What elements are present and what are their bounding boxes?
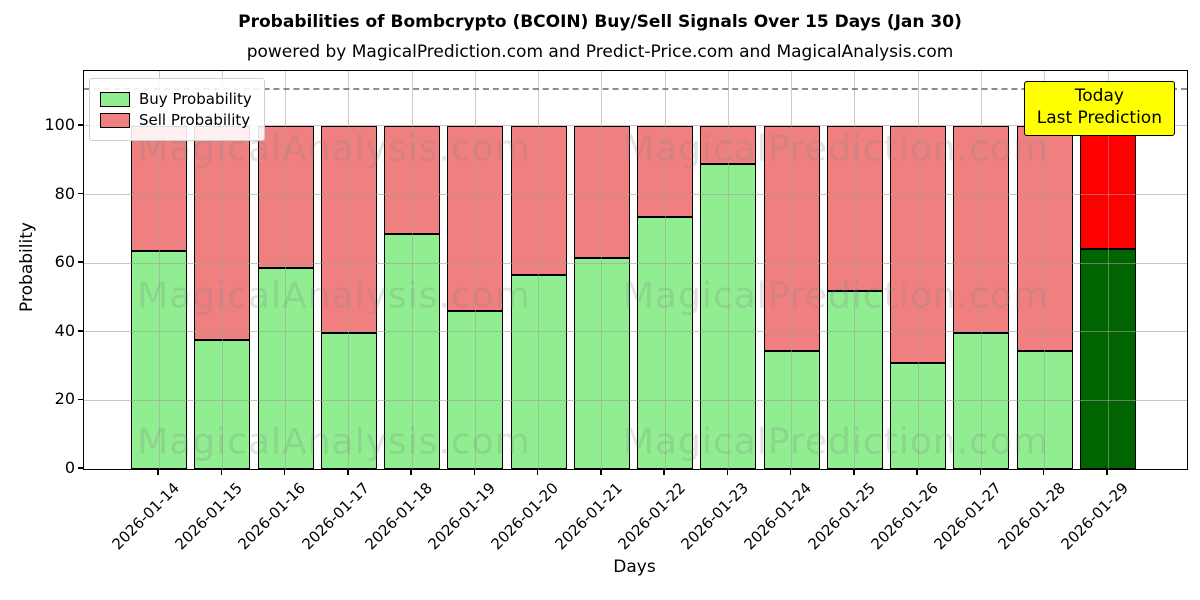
chart-subtitle: powered by MagicalPrediction.com and Pre…: [246, 42, 954, 62]
vertical-gridline: [854, 71, 856, 469]
x-tickmark: [473, 469, 476, 475]
watermark-prediction: MagicalPrediction.com: [623, 421, 1049, 463]
y-tick-label: 40: [54, 320, 75, 340]
y-tick-label: 80: [54, 183, 75, 203]
x-tickmark: [789, 469, 792, 475]
x-tick-label-text: 2026-01-19: [424, 479, 500, 554]
x-tick-label-text: 2026-01-21: [551, 479, 626, 554]
sell-probability-swatch: [100, 112, 130, 128]
x-tickmark: [663, 469, 665, 475]
x-tick-label-text: 2026-01-25: [804, 479, 879, 554]
x-tick-label-text: 2026-01-16: [234, 479, 310, 554]
y-tickmark: [78, 330, 83, 332]
x-tick-label-text: 2026-01-29: [1057, 479, 1132, 554]
watermark-prediction: MagicalPrediction.com: [623, 275, 1049, 317]
vertical-gridline: [474, 71, 476, 469]
vertical-gridline: [538, 71, 540, 469]
x-tickmark: [916, 469, 918, 475]
chart-title: Probabilities of Bombcrypto (BCOIN) Buy/…: [238, 12, 962, 32]
y-tickmark: [78, 398, 83, 401]
vertical-gridline: [727, 71, 729, 469]
watermark-prediction: MagicalPrediction.com: [623, 128, 1049, 170]
y-tick-label: 100: [44, 114, 75, 134]
x-tickmark: [220, 469, 223, 475]
vertical-gridline: [980, 71, 982, 469]
vertical-gridline: [348, 71, 350, 469]
x-tickmark: [600, 469, 602, 475]
legend-label-buy: Buy Probability: [139, 90, 252, 108]
x-tick-label-text: 2026-01-23: [677, 479, 753, 554]
x-tickmark: [157, 469, 159, 475]
watermark-analysis: MagicalAnalysis.com: [137, 275, 531, 317]
x-tick-label-text: 2026-01-17: [298, 479, 373, 554]
horizontal-gridline: [84, 262, 1187, 264]
y-tick-label: 60: [54, 252, 75, 272]
vertical-gridline: [917, 71, 919, 469]
x-tickmark: [536, 469, 539, 475]
x-axis-label: Days: [613, 557, 656, 577]
vertical-gridline: [285, 71, 287, 469]
buy-probability-swatch: [100, 91, 130, 107]
vertical-gridline: [791, 71, 793, 469]
x-tickmark: [410, 469, 412, 475]
x-tick-label-text: 2026-01-15: [171, 479, 246, 554]
y-tick-label: 20: [54, 389, 75, 409]
x-tick-label-text: 2026-01-28: [994, 479, 1069, 554]
watermark-analysis: MagicalAnalysis.com: [137, 421, 531, 463]
x-tick-label-text: 2026-01-24: [741, 479, 816, 554]
vertical-gridline: [601, 71, 603, 469]
plot-area: MagicalAnalysis.com MagicalPrediction.com…: [83, 70, 1188, 470]
legend-item-sell: Sell Probability: [100, 111, 252, 129]
horizontal-gridline: [84, 125, 1187, 127]
annotation-line-2: Last Prediction: [1036, 108, 1162, 129]
x-tick-label-text: 2026-01-18: [361, 479, 436, 554]
x-tickmark: [283, 469, 286, 475]
horizontal-gridline: [84, 331, 1187, 333]
x-tickmark: [1106, 469, 1108, 475]
legend: Buy Probability Sell Probability: [89, 78, 265, 141]
annotation-line-1: Today: [1074, 86, 1124, 106]
vertical-gridline: [158, 71, 160, 469]
vertical-gridline: [411, 71, 413, 469]
horizontal-gridline: [84, 399, 1187, 401]
grid-layer: [84, 71, 1187, 469]
x-tick-label-text: 2026-01-27: [930, 479, 1006, 554]
x-tickmark: [1042, 469, 1045, 475]
vertical-gridline: [664, 71, 666, 469]
vertical-gridline: [1107, 71, 1109, 469]
x-tickmark: [979, 469, 982, 475]
y-tickmark: [78, 261, 83, 263]
today-annotation: Today Last Prediction: [1023, 81, 1175, 136]
legend-item-buy: Buy Probability: [100, 90, 252, 108]
y-tickmark: [78, 467, 83, 469]
x-tickmark: [853, 469, 855, 475]
y-tickmark: [78, 124, 83, 126]
x-tickmark: [347, 469, 349, 475]
watermark-layer: MagicalAnalysis.com MagicalPrediction.com…: [84, 71, 1187, 469]
y-tick-label: 0: [64, 458, 75, 477]
dashed-upper-gridline: [84, 88, 1187, 91]
x-tick-label-text: 2026-01-26: [867, 479, 942, 554]
x-tick-label-text: 2026-01-14: [108, 479, 183, 554]
vertical-gridline: [221, 71, 223, 469]
x-tickmark: [726, 469, 729, 475]
horizontal-gridline: [84, 194, 1187, 196]
x-tick-label-text: 2026-01-20: [487, 479, 563, 554]
legend-label-sell: Sell Probability: [139, 111, 251, 129]
vertical-gridline: [1044, 71, 1046, 469]
y-tickmark: [78, 192, 83, 195]
x-tick-label-text: 2026-01-22: [614, 479, 689, 554]
